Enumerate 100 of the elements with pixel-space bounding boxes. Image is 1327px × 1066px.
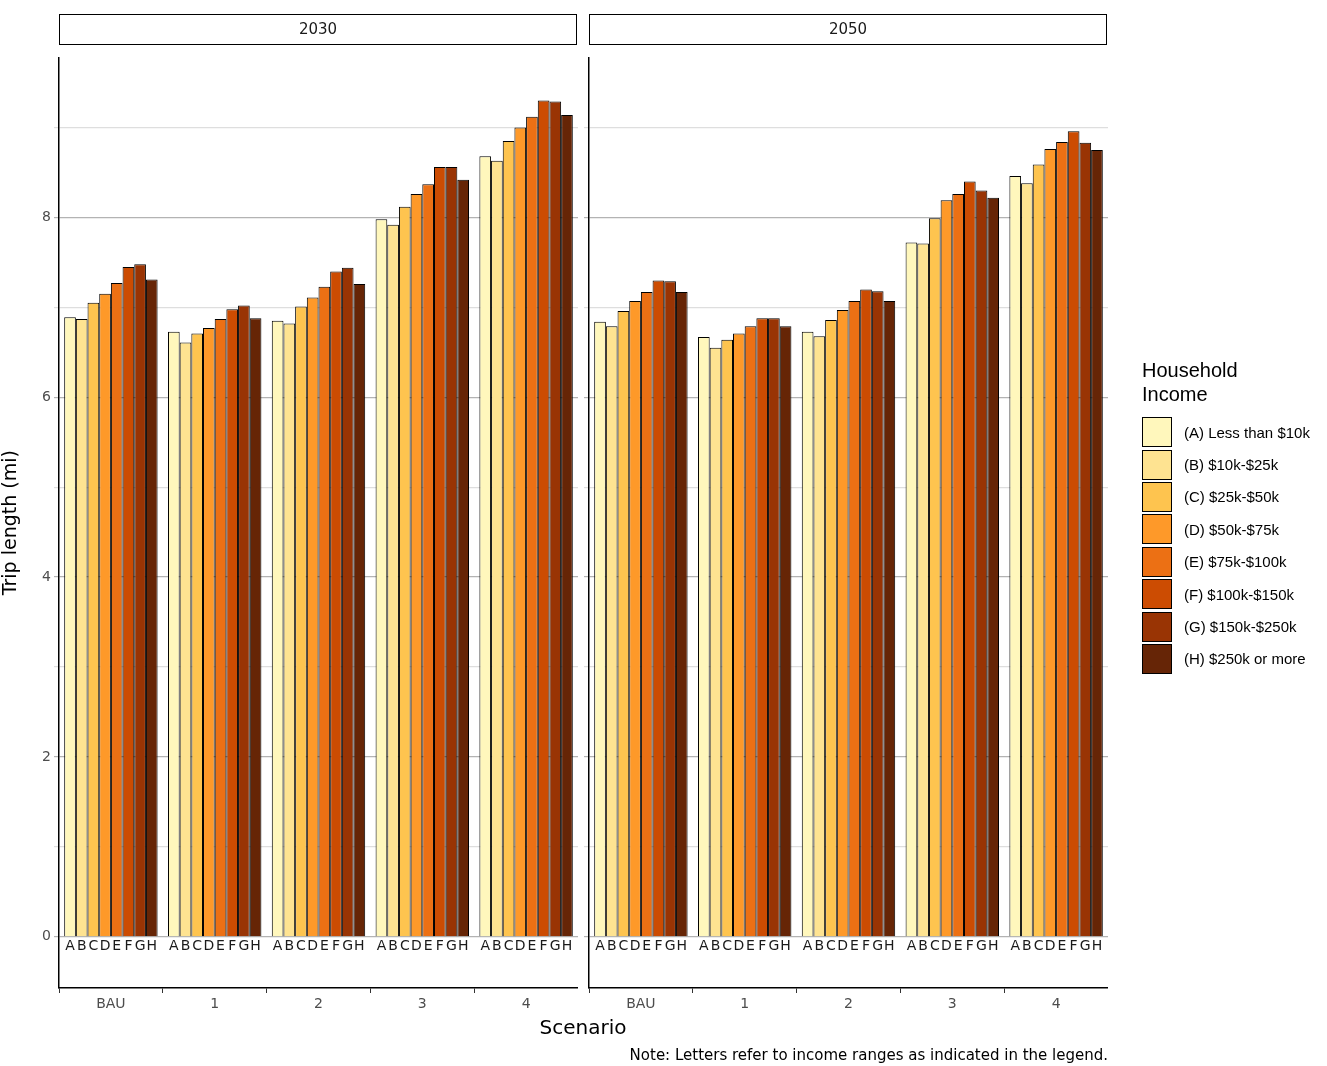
text: B <box>180 937 191 954</box>
y-axis-title: Trip length (mi) <box>0 450 21 597</box>
text: D <box>307 937 319 954</box>
legend-label: (F) $100k-$150k <box>1184 585 1295 603</box>
text: E <box>216 937 225 954</box>
annotation: F <box>654 937 663 954</box>
annotation: E <box>642 937 652 954</box>
text: E <box>953 937 963 954</box>
text: Note: Letters refer to income ranges as indicated in the legend. <box>629 1046 1108 1064</box>
chart-title: 2030 <box>59 14 577 45</box>
text: A <box>376 937 387 954</box>
text: H <box>1091 937 1103 954</box>
text: D <box>733 937 745 954</box>
legend-label: (B) $10k-$25k <box>1184 456 1279 474</box>
text: C <box>296 937 306 954</box>
text: G <box>872 937 884 954</box>
legend-label: (H) $250k or more <box>1184 650 1306 668</box>
text: H <box>457 937 469 954</box>
text: F <box>861 937 871 954</box>
text: F <box>758 937 767 954</box>
annotation: H <box>146 937 158 954</box>
y-tick-label: 2 <box>42 747 51 764</box>
text: A <box>169 937 179 954</box>
text: G <box>238 937 250 954</box>
text: A <box>480 937 491 954</box>
legend-label: (E) $75k-$100k <box>1184 553 1287 571</box>
annotation: F <box>124 937 133 954</box>
annotation: E <box>112 937 122 954</box>
annotation: B <box>606 937 617 954</box>
text: G <box>768 937 780 954</box>
text: A <box>906 937 917 954</box>
text: H <box>780 937 791 954</box>
text: C <box>1033 937 1044 954</box>
text: D <box>203 937 215 954</box>
x-tick-label: 4 <box>521 995 531 1012</box>
x-tick-label: 1 <box>210 995 220 1012</box>
x-axis-title: Scenario <box>538 1015 628 1039</box>
text: D <box>1044 937 1056 954</box>
text: H <box>987 937 999 954</box>
text: F <box>435 937 444 954</box>
text: B <box>814 937 825 954</box>
text: H <box>884 937 895 954</box>
annotation: A <box>65 937 76 954</box>
annotation: D <box>629 937 641 954</box>
text: E <box>423 937 433 954</box>
chart-title: 2050 <box>589 14 1107 45</box>
text: F <box>331 937 341 954</box>
y-tick-label: 4 <box>42 567 52 584</box>
text: C <box>722 937 733 954</box>
text: F <box>539 937 548 954</box>
x-tick-label: 3 <box>417 995 427 1012</box>
annotation: B <box>76 937 87 954</box>
text: F <box>965 937 974 954</box>
annotation: G <box>134 937 146 954</box>
annotation: C <box>618 937 629 954</box>
text: E <box>849 937 859 954</box>
text: E <box>319 937 329 954</box>
annotation: C <box>88 937 99 954</box>
text: A <box>802 937 813 954</box>
text: B <box>492 937 502 954</box>
text: H <box>250 937 261 954</box>
text: B <box>388 937 398 954</box>
text: G <box>976 937 987 954</box>
text: C <box>503 937 514 954</box>
text: B <box>710 937 721 954</box>
text: C <box>826 937 836 954</box>
text: F <box>1069 937 1078 954</box>
text: B <box>918 937 928 954</box>
text: G <box>549 937 561 954</box>
text: E <box>527 937 537 954</box>
annotation: G <box>664 937 676 954</box>
annotation: D <box>99 937 111 954</box>
x-tick-label: BAU <box>96 995 126 1012</box>
text: D <box>837 937 849 954</box>
text: D <box>941 937 952 954</box>
y-tick-label: 0 <box>42 927 51 944</box>
legend-label: (D) $50k-$75k <box>1184 520 1280 538</box>
legend-label: (A) Less than $10k <box>1184 423 1310 441</box>
text: C <box>192 937 203 954</box>
text: B <box>1022 937 1032 954</box>
text: D <box>514 937 526 954</box>
annotation: H <box>676 937 688 954</box>
x-tick-label: 1 <box>740 995 750 1012</box>
x-tick-label: 2 <box>844 995 853 1012</box>
x-tick-label: BAU <box>626 995 656 1012</box>
text: A <box>699 937 709 954</box>
text: C <box>929 937 940 954</box>
legend-label: (G) $150k-$250k <box>1184 618 1297 636</box>
text: H <box>561 937 573 954</box>
text: G <box>342 937 354 954</box>
y-tick-label: 8 <box>42 208 51 225</box>
text: G <box>446 937 457 954</box>
annotation: A <box>595 937 606 954</box>
text: H <box>354 937 365 954</box>
x-tick-label: 2 <box>314 995 323 1012</box>
x-tick-label: 4 <box>1051 995 1061 1012</box>
text: A <box>272 937 283 954</box>
text: C <box>399 937 410 954</box>
y-tick-label: 6 <box>42 387 52 404</box>
text: F <box>228 937 237 954</box>
